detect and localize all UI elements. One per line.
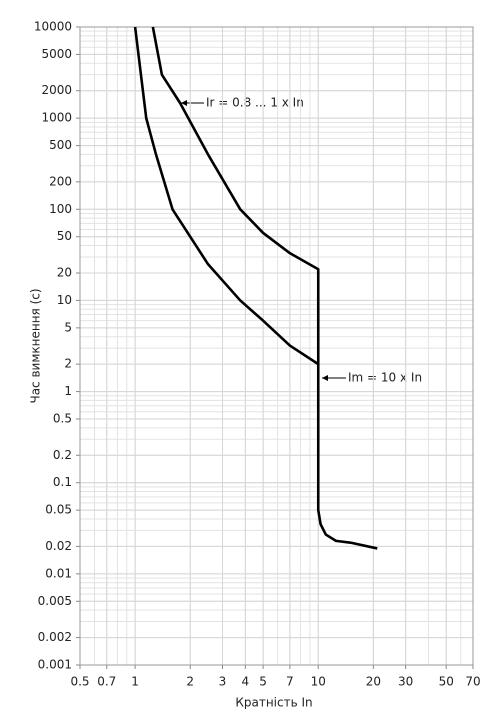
x-tick-label: 4: [242, 675, 250, 689]
y-tick-label: 1000: [41, 111, 72, 125]
y-tick-label: 2000: [41, 83, 72, 97]
trip-curve: [133, 26, 319, 366]
annotation: Im = 10 x In: [348, 371, 422, 385]
x-tick-label: 7: [286, 675, 294, 689]
x-tick-label: 50: [439, 675, 454, 689]
y-tick-label: 50: [57, 229, 72, 243]
y-tick-label: 500: [49, 138, 72, 152]
plot-frame: [79, 26, 474, 666]
x-tick-label: 10: [311, 675, 326, 689]
x-tick-label: 0.7: [97, 675, 116, 689]
y-tick-label: 0.1: [53, 475, 72, 489]
y-tick-label: 0.001: [38, 658, 72, 672]
y-tick-label: 0.002: [38, 630, 72, 644]
y-tick-label: 0.05: [45, 503, 72, 517]
x-tick-label: 1: [131, 675, 139, 689]
x-tick-label: 0.5: [70, 675, 89, 689]
x-tick-label: 30: [398, 675, 413, 689]
y-tick-label: 2: [64, 357, 72, 371]
y-tick-label: 0.2: [53, 448, 72, 462]
y-tick-label: 0.5: [53, 412, 72, 426]
y-tick-label: 0.01: [45, 566, 72, 580]
x-tick-label: 20: [366, 675, 381, 689]
y-tick-label: 0.02: [45, 539, 72, 553]
y-tick-label: 1: [64, 384, 72, 398]
x-tick-label: 2: [186, 675, 194, 689]
y-tick-label: 100: [49, 202, 72, 216]
x-tick-label: 70: [465, 675, 480, 689]
y-tick-label: 5: [64, 320, 72, 334]
y-axis-label: Час вимкнення (с): [29, 288, 43, 403]
y-tick-label: 10: [57, 293, 72, 307]
annotation: Ir = 0.8 ... 1 x In: [206, 96, 304, 110]
y-tick-label: 200: [49, 174, 72, 188]
x-tick-label: 3: [219, 675, 227, 689]
trip-curve: [151, 26, 378, 550]
y-tick-label: 0.005: [38, 594, 72, 608]
y-tick-label: 5000: [41, 47, 72, 61]
annotation-arrowhead: [181, 100, 187, 106]
x-axis-label: Кратність In: [235, 696, 312, 710]
annotation-arrowhead: [322, 375, 328, 381]
y-tick-label: 10000: [34, 20, 72, 34]
x-tick-label: 5: [259, 675, 267, 689]
y-tick-label: 20: [57, 265, 72, 279]
